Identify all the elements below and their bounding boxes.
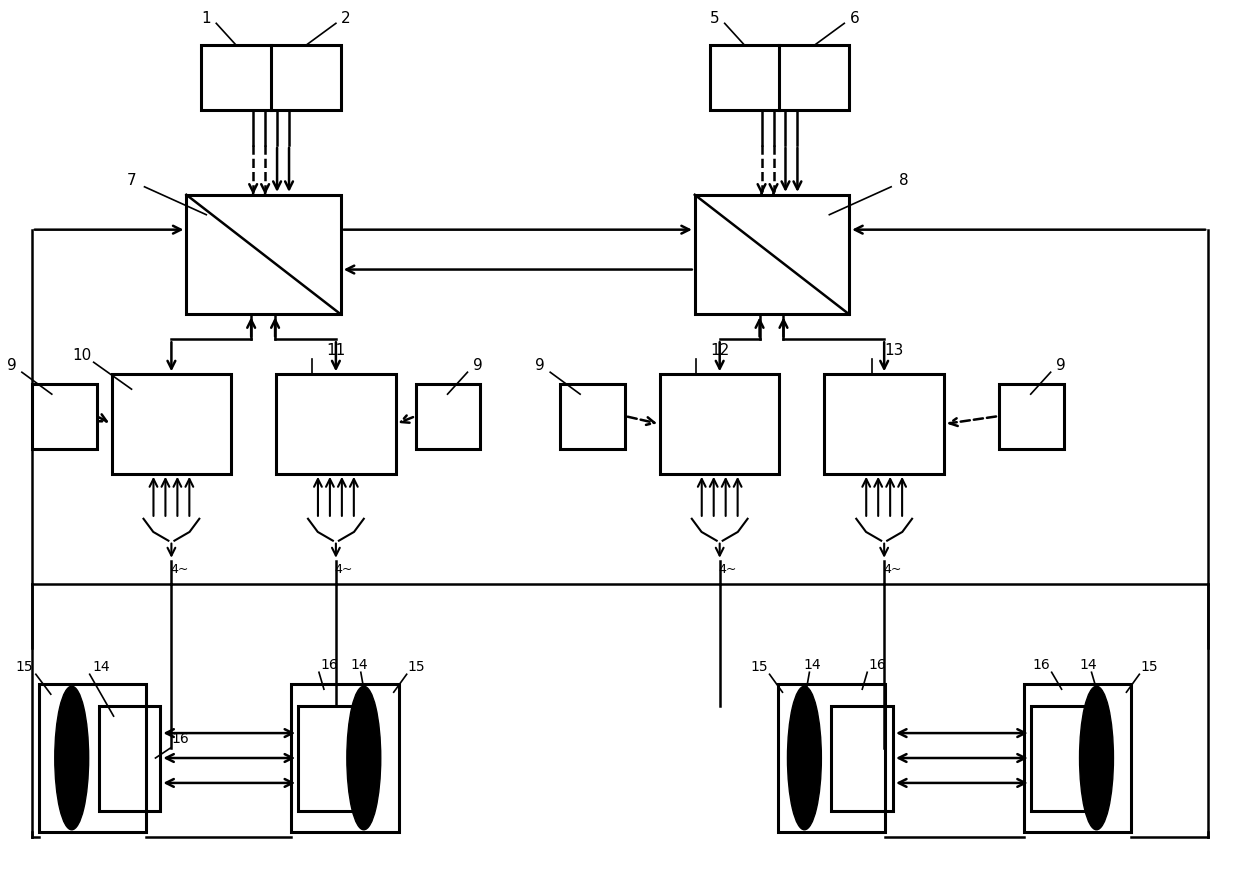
Bar	[560, 385, 625, 449]
Text: 15: 15	[1141, 659, 1158, 673]
Text: 8: 8	[899, 173, 909, 188]
Text: 4~: 4~	[883, 563, 901, 575]
Text: 16: 16	[868, 657, 887, 672]
Bar	[38, 685, 146, 832]
Ellipse shape	[55, 687, 89, 830]
Bar	[201, 46, 341, 111]
Bar	[998, 385, 1064, 449]
Text: 16: 16	[320, 657, 337, 672]
Text: 4~: 4~	[718, 563, 737, 575]
Text: 4~: 4~	[170, 563, 188, 575]
Bar	[825, 375, 944, 474]
Bar	[277, 375, 396, 474]
Text: 9: 9	[7, 357, 17, 372]
Text: 9: 9	[1055, 357, 1065, 372]
Text: 12: 12	[711, 342, 729, 357]
Bar	[415, 385, 480, 449]
Text: 14: 14	[93, 659, 110, 673]
Text: 16: 16	[1033, 657, 1050, 672]
Text: 1: 1	[201, 11, 211, 26]
Text: 5: 5	[709, 11, 719, 26]
Text: 9: 9	[472, 357, 482, 372]
Bar	[660, 375, 780, 474]
Text: 14: 14	[350, 657, 367, 672]
Bar	[186, 196, 341, 315]
Text: 11: 11	[326, 342, 346, 357]
Bar	[694, 196, 849, 315]
Ellipse shape	[1080, 687, 1114, 830]
Text: 7: 7	[126, 173, 136, 188]
Bar	[291, 685, 399, 832]
Text: 4~: 4~	[335, 563, 353, 575]
Text: 10: 10	[72, 347, 92, 362]
Text: 16: 16	[171, 731, 190, 745]
Text: 14: 14	[804, 657, 821, 672]
Bar	[99, 706, 160, 811]
Bar	[112, 375, 231, 474]
Bar	[1024, 685, 1131, 832]
Ellipse shape	[787, 687, 821, 830]
Text: 14: 14	[1080, 657, 1097, 672]
Bar	[777, 685, 885, 832]
Text: 15: 15	[750, 659, 769, 673]
Text: 15: 15	[15, 659, 32, 673]
Bar	[709, 46, 849, 111]
Ellipse shape	[347, 687, 381, 830]
Text: 2: 2	[341, 11, 351, 26]
Text: 15: 15	[408, 659, 425, 673]
Bar	[1030, 706, 1092, 811]
Text: 6: 6	[849, 11, 859, 26]
Text: 13: 13	[884, 342, 904, 357]
Bar	[298, 706, 360, 811]
Text: 9: 9	[536, 357, 546, 372]
Bar	[831, 706, 893, 811]
Bar	[32, 385, 97, 449]
